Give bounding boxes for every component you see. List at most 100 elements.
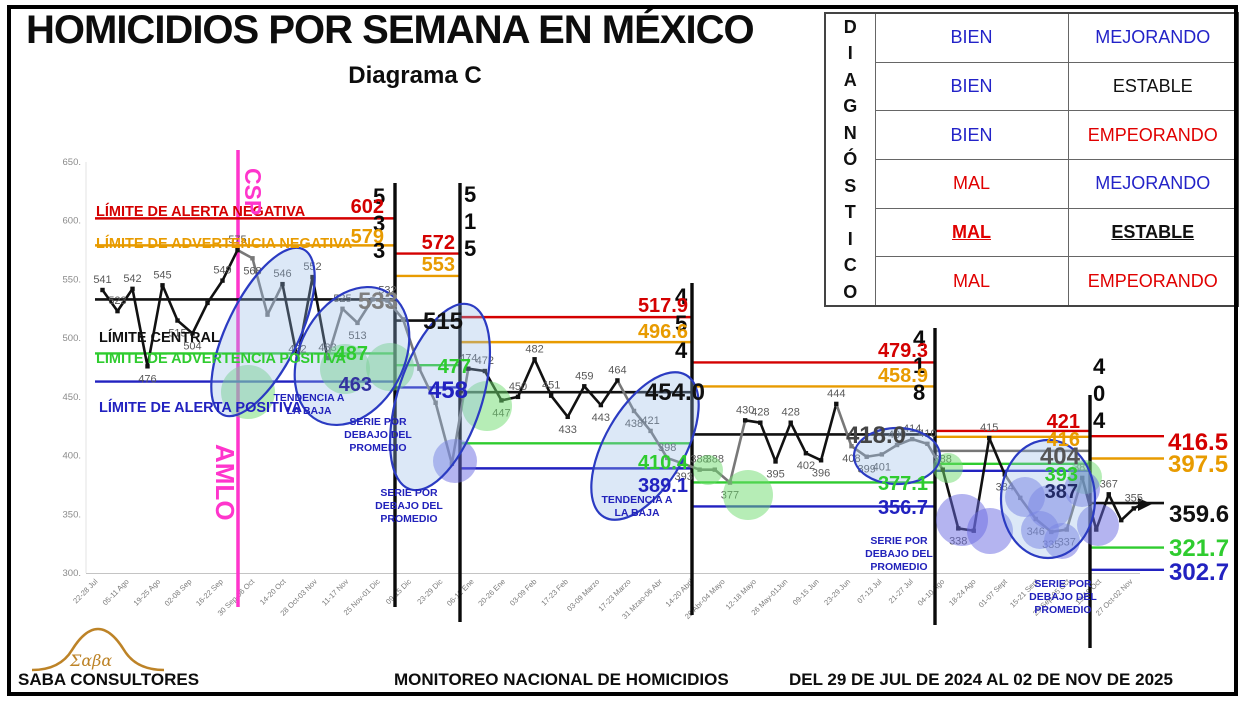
x-tick-label: 16-22 Sep: [194, 577, 225, 608]
divider-central-value: 5: [675, 311, 687, 336]
diagnostic-axis-label: D I A G N Ó S T I C O: [824, 12, 876, 307]
data-point-label: 367: [1100, 478, 1118, 490]
x-tick-label: 09-15 Dic: [384, 577, 413, 606]
purple-highlight-circle: [967, 508, 1013, 554]
series-marker: [582, 384, 587, 389]
series-marker: [466, 366, 471, 371]
series-segment: [834, 402, 853, 448]
series-end-arrow-icon: [1138, 498, 1152, 511]
series-segment: [371, 298, 389, 302]
limit-value-label: 404: [1040, 443, 1081, 470]
series-marker: [175, 318, 180, 323]
divider-central-value: 8: [913, 380, 925, 405]
series-segment: [895, 437, 914, 447]
data-point-label: 545: [153, 269, 171, 281]
series-marker: [834, 401, 839, 407]
data-point-label: 552: [303, 261, 321, 273]
x-tick-label: 20-26 Ene: [476, 577, 507, 608]
green-highlight-circle: [462, 381, 512, 431]
limit-value-label: 397.5: [1168, 451, 1228, 478]
y-tick-label: 600.: [63, 216, 82, 227]
limit-value-label: 454.0: [645, 379, 705, 406]
diagnostic-status-cell: MAL: [874, 207, 1069, 258]
divider-central-value: 4: [1093, 408, 1106, 433]
x-tick-label: 17-23 Feb: [539, 577, 570, 608]
divider-central-value: 1: [464, 209, 476, 234]
limit-value-label: 533: [358, 288, 398, 315]
series-segment: [649, 429, 669, 460]
diagnostic-trend-cell: ESTABLE: [1067, 207, 1239, 258]
series-marker: [803, 451, 809, 456]
series-segment: [632, 409, 652, 433]
page-title: HOMICIDIOS POR SEMANA EN MÉXICO: [26, 8, 755, 52]
limit-value-label: 553: [422, 254, 455, 276]
series-segment: [101, 288, 119, 313]
diagnostic-status-cell: BIEN: [874, 110, 1069, 160]
data-point-label: 393: [675, 471, 693, 483]
x-tick-label: 04-10 Ago: [916, 577, 947, 608]
data-point-label: 401: [873, 461, 891, 473]
series-marker: [894, 442, 900, 448]
limit-value-label: 356.7: [878, 497, 928, 519]
limit-name-label: LÍMITE DE ADVERTENCIA NEGATIVA: [96, 236, 353, 252]
x-tick-label: 22-28 Jul: [71, 577, 99, 605]
x-tick-label: 19-25 Ago: [132, 577, 163, 608]
divider-central-value: 3: [373, 211, 385, 236]
limit-value-label: 302.7: [1169, 559, 1229, 586]
series-segment: [616, 379, 636, 413]
series-marker: [681, 461, 686, 466]
limit-lines: [95, 217, 1164, 572]
trend-ellipses: [210, 246, 1097, 560]
limit-name-label: LIMITE DE ADVERTENCIA POSITIVA: [96, 351, 347, 367]
event-label-amlo: AMLO: [210, 444, 240, 521]
annotation: TENDENCIA A LA BAJA: [601, 494, 673, 520]
series-marker: [1131, 506, 1136, 511]
series-marker: [742, 418, 748, 423]
data-point-label: 474: [459, 353, 477, 365]
green-highlight-circle: [723, 470, 773, 520]
series-segment: [401, 318, 421, 370]
highlight-circles: [221, 343, 1119, 559]
series-marker: [664, 455, 670, 461]
purple-highlight-circle: [1077, 504, 1119, 546]
series-segment: [728, 419, 747, 484]
series-marker: [100, 287, 105, 293]
limit-value-label: 458.9: [878, 365, 928, 387]
series-segment: [789, 421, 808, 455]
series-segment: [880, 443, 899, 456]
diagnostic-status-cell: MAL: [874, 256, 1069, 307]
data-point-label: 549: [213, 265, 231, 277]
data-point-label: 410: [918, 428, 936, 440]
diagnostic-status-cell: BIEN: [874, 12, 1069, 63]
x-tick-label: 18-24 Ago: [947, 577, 978, 608]
series-marker: [385, 298, 390, 303]
limit-value-label: 321.7: [1169, 535, 1229, 562]
trend-ellipse: [293, 285, 411, 427]
series-marker: [615, 378, 620, 383]
limit-value-label: 421: [1047, 411, 1080, 433]
series-marker: [788, 420, 793, 425]
series-marker: [1106, 492, 1111, 497]
limit-value-label: 477: [438, 356, 471, 378]
divider-central-value: 0: [1093, 381, 1105, 406]
x-tick-label: 23-29 Dic: [415, 577, 444, 606]
limit-name-label: LÍMITE DE ALERTA POSITIVA: [99, 400, 302, 416]
series-marker: [548, 393, 554, 398]
divider-central-value: 5: [464, 182, 476, 207]
limit-value-label: 410.4: [638, 452, 689, 474]
series-segment: [206, 279, 224, 305]
data-point-label: 450: [509, 381, 527, 393]
trend-ellipse: [388, 302, 492, 492]
series-segment: [466, 367, 487, 373]
limit-name-label: LÍMITE DE ALERTA NEGATIVA: [96, 204, 306, 220]
limit-value-label: 359.6: [1169, 501, 1229, 528]
series-segment: [131, 287, 149, 368]
limit-value-label: 389.1: [638, 475, 688, 497]
trend-ellipse: [999, 438, 1097, 560]
diagnostic-row: BIEN ESTABLE: [825, 61, 1239, 112]
series-segment: [759, 421, 777, 463]
annotation: TENDENCIA A LA BAJA: [273, 392, 345, 418]
trend-ellipse: [852, 426, 942, 486]
data-point-label: 395: [766, 468, 784, 480]
y-tick-label: 300.: [63, 568, 82, 579]
